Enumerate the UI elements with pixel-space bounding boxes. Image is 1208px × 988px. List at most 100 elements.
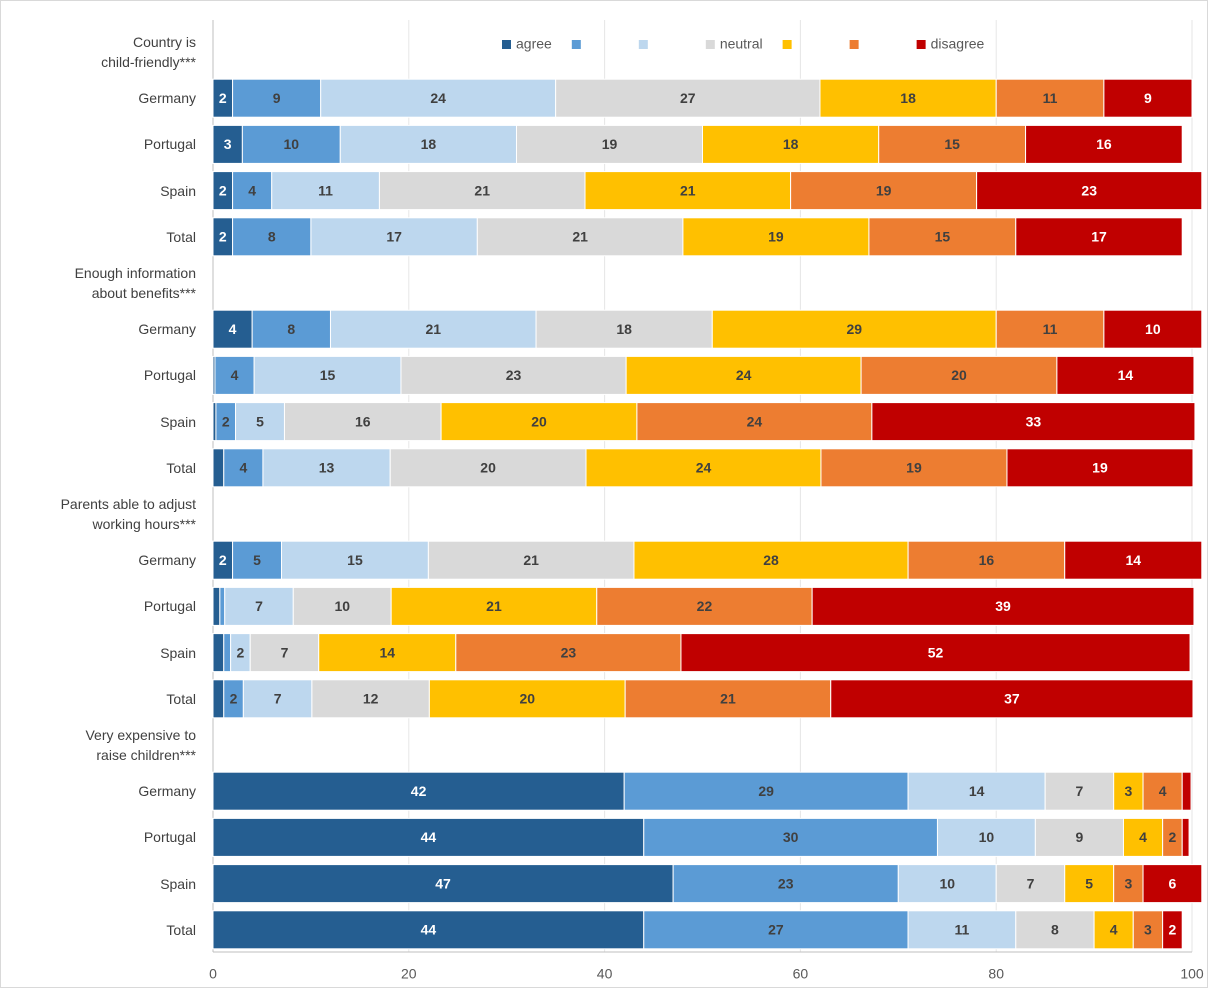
data-label: 7 xyxy=(1027,875,1035,891)
bar-segment xyxy=(212,309,253,349)
bar-segment xyxy=(212,817,645,857)
bar-segment xyxy=(251,309,331,349)
bar-segment xyxy=(1064,540,1203,580)
bar-segment xyxy=(1044,771,1115,811)
data-label: 29 xyxy=(758,783,774,799)
bar-segment xyxy=(242,679,313,719)
y-tick-label: Very expensive to raise children*** xyxy=(85,727,196,763)
data-label: 13 xyxy=(319,460,335,476)
bar-segment xyxy=(897,864,997,904)
bar-segment xyxy=(476,217,684,257)
bar-segment xyxy=(212,633,225,673)
bar-segment xyxy=(281,540,429,580)
bar-segment xyxy=(271,171,380,211)
data-label: 20 xyxy=(531,413,547,429)
bar-segment xyxy=(1034,817,1124,857)
bar-segment xyxy=(596,586,813,626)
y-tick-label: Enough information about benefits*** xyxy=(74,265,196,301)
bar-segment xyxy=(212,864,674,904)
data-label: 2 xyxy=(219,229,227,245)
bar-segment xyxy=(212,448,225,488)
data-label: 2 xyxy=(237,644,245,660)
data-label: 21 xyxy=(720,691,736,707)
legend-swatch xyxy=(916,40,926,49)
y-tick-label: Germany xyxy=(138,783,196,800)
bar-segment xyxy=(455,633,682,673)
legend-swatch xyxy=(502,40,511,49)
bar-segment xyxy=(389,448,587,488)
x-tick-label: 20 xyxy=(401,966,417,982)
bar-segment xyxy=(232,540,283,580)
legend-swatch xyxy=(638,40,648,49)
data-label: 19 xyxy=(906,460,922,476)
data-label: 19 xyxy=(768,229,784,245)
data-label: 3 xyxy=(224,136,232,152)
bar-segment xyxy=(262,448,391,488)
bar-segment xyxy=(400,355,627,395)
bar-segment xyxy=(1025,124,1183,164)
data-label: 2 xyxy=(219,90,227,106)
bar-segment xyxy=(1113,864,1144,904)
bar-segment xyxy=(860,355,1058,395)
data-label: 23 xyxy=(778,875,794,891)
bar-segment xyxy=(219,586,226,626)
data-label: 21 xyxy=(425,321,441,337)
bar-segment xyxy=(214,355,255,395)
bar-segment xyxy=(907,540,1066,580)
data-label: 12 xyxy=(363,691,379,707)
x-tick-label: 0 xyxy=(209,966,217,982)
bar-segment xyxy=(643,910,909,950)
data-label: 24 xyxy=(430,90,446,106)
bar-segment xyxy=(283,402,442,442)
y-tick-label: Spain xyxy=(160,182,196,199)
data-label: 8 xyxy=(268,229,276,245)
bar-segment xyxy=(311,679,430,719)
data-label: 24 xyxy=(736,367,752,383)
data-label: 42 xyxy=(411,783,427,799)
data-label: 4 xyxy=(1110,922,1118,938)
data-label: 17 xyxy=(386,229,402,245)
data-label: 16 xyxy=(1096,136,1112,152)
bar-segment xyxy=(535,309,713,349)
y-tick-label: Total xyxy=(166,921,196,938)
bar-segment xyxy=(702,124,880,164)
bar-segment xyxy=(427,540,635,580)
data-label: 10 xyxy=(939,875,955,891)
data-label: 14 xyxy=(379,644,395,660)
bar-segment xyxy=(633,540,909,580)
data-label: 5 xyxy=(1085,875,1093,891)
data-label: 10 xyxy=(284,136,300,152)
bar-segment xyxy=(1103,78,1193,118)
data-label: 2 xyxy=(1169,922,1177,938)
data-label: 14 xyxy=(1125,552,1141,568)
bar-segment xyxy=(515,124,703,164)
bar-segment xyxy=(680,633,1191,673)
bar-segment xyxy=(1103,309,1203,349)
data-label: 20 xyxy=(951,367,967,383)
y-tick-label: Total xyxy=(166,690,196,707)
data-label: 9 xyxy=(273,90,281,106)
bar-segment xyxy=(318,633,457,673)
data-label: 21 xyxy=(523,552,539,568)
legend-swatch xyxy=(849,40,859,49)
data-label: 16 xyxy=(979,552,995,568)
y-tick-label: Portugal xyxy=(143,136,196,153)
data-label: 3 xyxy=(1124,783,1132,799)
data-label: 23 xyxy=(561,644,577,660)
data-label: 19 xyxy=(1092,460,1108,476)
data-label: 14 xyxy=(969,783,985,799)
bar-segment xyxy=(1093,910,1134,950)
data-label: 4 xyxy=(239,460,247,476)
data-label: 11 xyxy=(1043,321,1058,337)
data-label: 11 xyxy=(955,922,970,938)
bar-segment xyxy=(868,217,1017,257)
bar-segment xyxy=(871,402,1196,442)
data-label: 24 xyxy=(747,413,763,429)
bar-segment xyxy=(585,448,822,488)
data-label: 21 xyxy=(572,229,588,245)
data-label: 5 xyxy=(256,413,264,429)
data-label: 19 xyxy=(876,182,892,198)
data-label: 28 xyxy=(763,552,779,568)
bar-segment xyxy=(249,633,320,673)
